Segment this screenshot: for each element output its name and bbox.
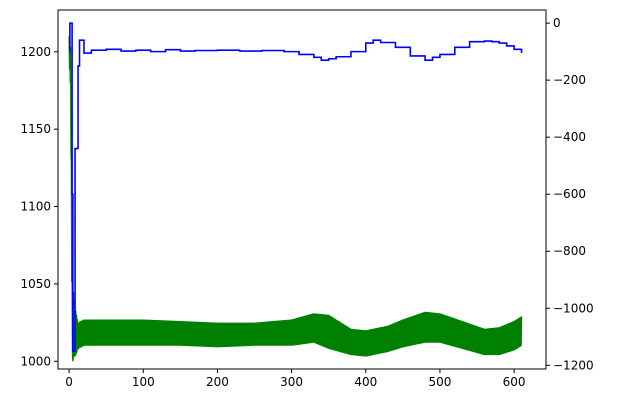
x-tick-label: 300: [280, 375, 303, 389]
axes-layer: [57, 9, 547, 370]
y-tick-label-right: −200: [553, 73, 586, 87]
series-green-band: [68, 36, 523, 362]
series-layer: [68, 22, 523, 362]
y-tick-label-right: −1200: [553, 358, 594, 372]
y-tick-label-right: −400: [553, 130, 586, 144]
x-tick-label: 400: [354, 375, 377, 389]
x-tick-label: 200: [206, 375, 229, 389]
y-tick-label-left: 1000: [20, 354, 51, 368]
y-tick-label-left: 1200: [20, 45, 51, 59]
x-tick-label: 600: [503, 375, 526, 389]
y-tick-label-left: 1100: [20, 200, 51, 214]
y-tick-label-left: 1150: [20, 122, 51, 136]
y-tick-label-right: 0: [553, 16, 561, 30]
series-blue-step-line: [69, 22, 523, 352]
x-tick-label: 500: [428, 375, 451, 389]
y-tick-label-right: −800: [553, 244, 586, 258]
y-tick-label-right: −600: [553, 187, 586, 201]
ticks-layer: 0 100 200 300 400 500 600 1000 1050 1100 1150 1200 0…: [20, 16, 593, 389]
plot-frame: [57, 9, 547, 370]
x-tick-label: 100: [132, 375, 155, 389]
x-tick-label: 0: [65, 375, 73, 389]
y-tick-label-right: −1000: [553, 301, 594, 315]
y-tick-label-left: 1050: [20, 277, 51, 291]
